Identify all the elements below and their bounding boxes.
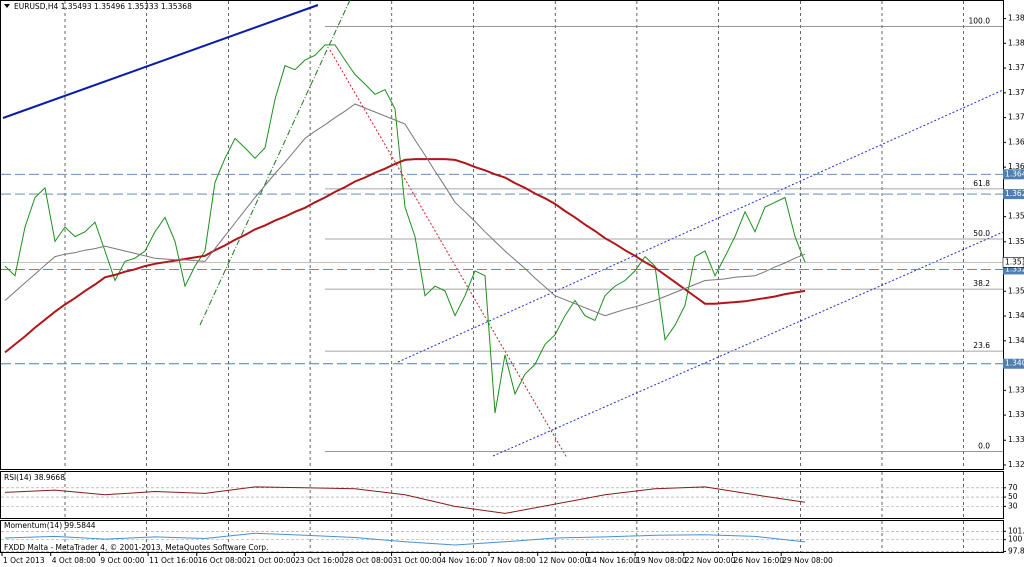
x-tick-label: 31 Oct 00:00 [393,556,442,565]
h-line-label: 1.36222 [1005,189,1024,198]
y-tick-label: 1.34695 [1008,311,1024,320]
current-price-label: 1.35368 [1005,257,1024,266]
series-line [4,103,806,317]
h-line-box [1003,189,1024,200]
x-tick-label: 4 Nov 16:00 [441,556,487,565]
channel-line [397,89,1004,363]
x-tick-label: 7 Nov 08:00 [490,556,536,565]
trend-line [199,0,351,326]
series-line [4,44,806,414]
trend-line [2,4,319,119]
footer: FXDD Malta - MetaTrader 4, © 2001-2013, … [4,543,268,552]
fib-label: 61.8 [973,179,990,188]
fib-label: 0.0 [978,441,990,450]
x-tick-label: 9 Oct 00:00 [100,556,144,565]
x-tick-label: 26 Nov 16:00 [734,556,785,565]
h-line-label: 1.34098 [1005,359,1024,368]
chart-title: EURUSD,H4 1.35493 1.35496 1.35333 1.3536… [14,2,192,11]
y-tick-label: 70 [1008,483,1018,492]
y-tick-label: 1.37180 [1008,113,1024,122]
y-tick-label: 1.35940 [1008,212,1024,221]
y-tick-label: 1.32830 [1008,460,1024,469]
y-tick-label: 1.37800 [1008,63,1024,72]
y-tick-label: 30 [1008,501,1018,510]
series-line [4,158,806,354]
rsi-title: RSI(14) 38.9668 [4,473,65,482]
current-price-box [1002,257,1024,268]
y-tick-label: 97.8000 [1008,546,1024,555]
momentum-frame [0,520,1004,553]
y-tick-label: 1.35625 [1008,237,1024,246]
y-tick-label: 1.33765 [1008,385,1024,394]
trend-line [329,49,568,459]
h-line-box [1003,358,1024,369]
x-tick-label: 23 Oct 16:00 [295,556,344,565]
x-tick-label: 4 Oct 08:00 [52,556,96,565]
x-tick-label: 11 Oct 16:00 [149,556,198,565]
main-frame [0,0,1004,470]
h-line-label: 1.35279 [1005,264,1024,273]
x-tick-label: 1 Oct 2013 [3,556,45,565]
y-tick-label: 1.33455 [1008,410,1024,419]
series-line [4,532,806,546]
y-tick-label: 101.5364 [1008,526,1024,535]
momentum-title: Momentum(14) 99.5844 [4,521,96,530]
x-tick-label: 29 Nov 08:00 [782,556,833,565]
fib-label: 38.2 [973,279,990,288]
rsi-frame [0,471,1004,519]
x-tick-label: 28 Oct 08:00 [344,556,393,565]
y-tick-label: 1.35005 [1008,286,1024,295]
y-tick-label: 1.33140 [1008,435,1024,444]
h-line-box [1003,264,1024,275]
x-tick-label: 16 Oct 08:00 [198,556,247,565]
x-tick-label: 21 Oct 00:00 [247,556,296,565]
y-tick-label: 50 [1008,492,1018,501]
y-tick-label: 1.38420 [1008,14,1024,23]
x-tick-label: 22 Nov 00:00 [685,556,736,565]
fib-label: 50.0 [973,229,990,238]
y-tick-label: 1.36560 [1008,162,1024,171]
h-line-label: 1.36470 [1005,169,1024,178]
y-tick-label: 1.34385 [1008,336,1024,345]
title-icon [4,4,10,8]
x-tick-label: 19 Nov 08:00 [636,556,687,565]
fib-label: 100.0 [969,17,991,26]
y-tick-label: 1.38110 [1008,38,1024,47]
x-tick-label: 14 Nov 16:00 [587,556,638,565]
y-tick-label: 100 [1008,535,1023,544]
h-line-box [1003,169,1024,180]
x-tick-label: 12 Nov 00:00 [539,556,590,565]
series-line [4,486,806,514]
y-tick-label: 1.36870 [1008,137,1024,146]
fib-label: 23.6 [973,341,990,350]
frames [0,0,1004,553]
y-tick-label: 1.37490 [1008,88,1024,97]
